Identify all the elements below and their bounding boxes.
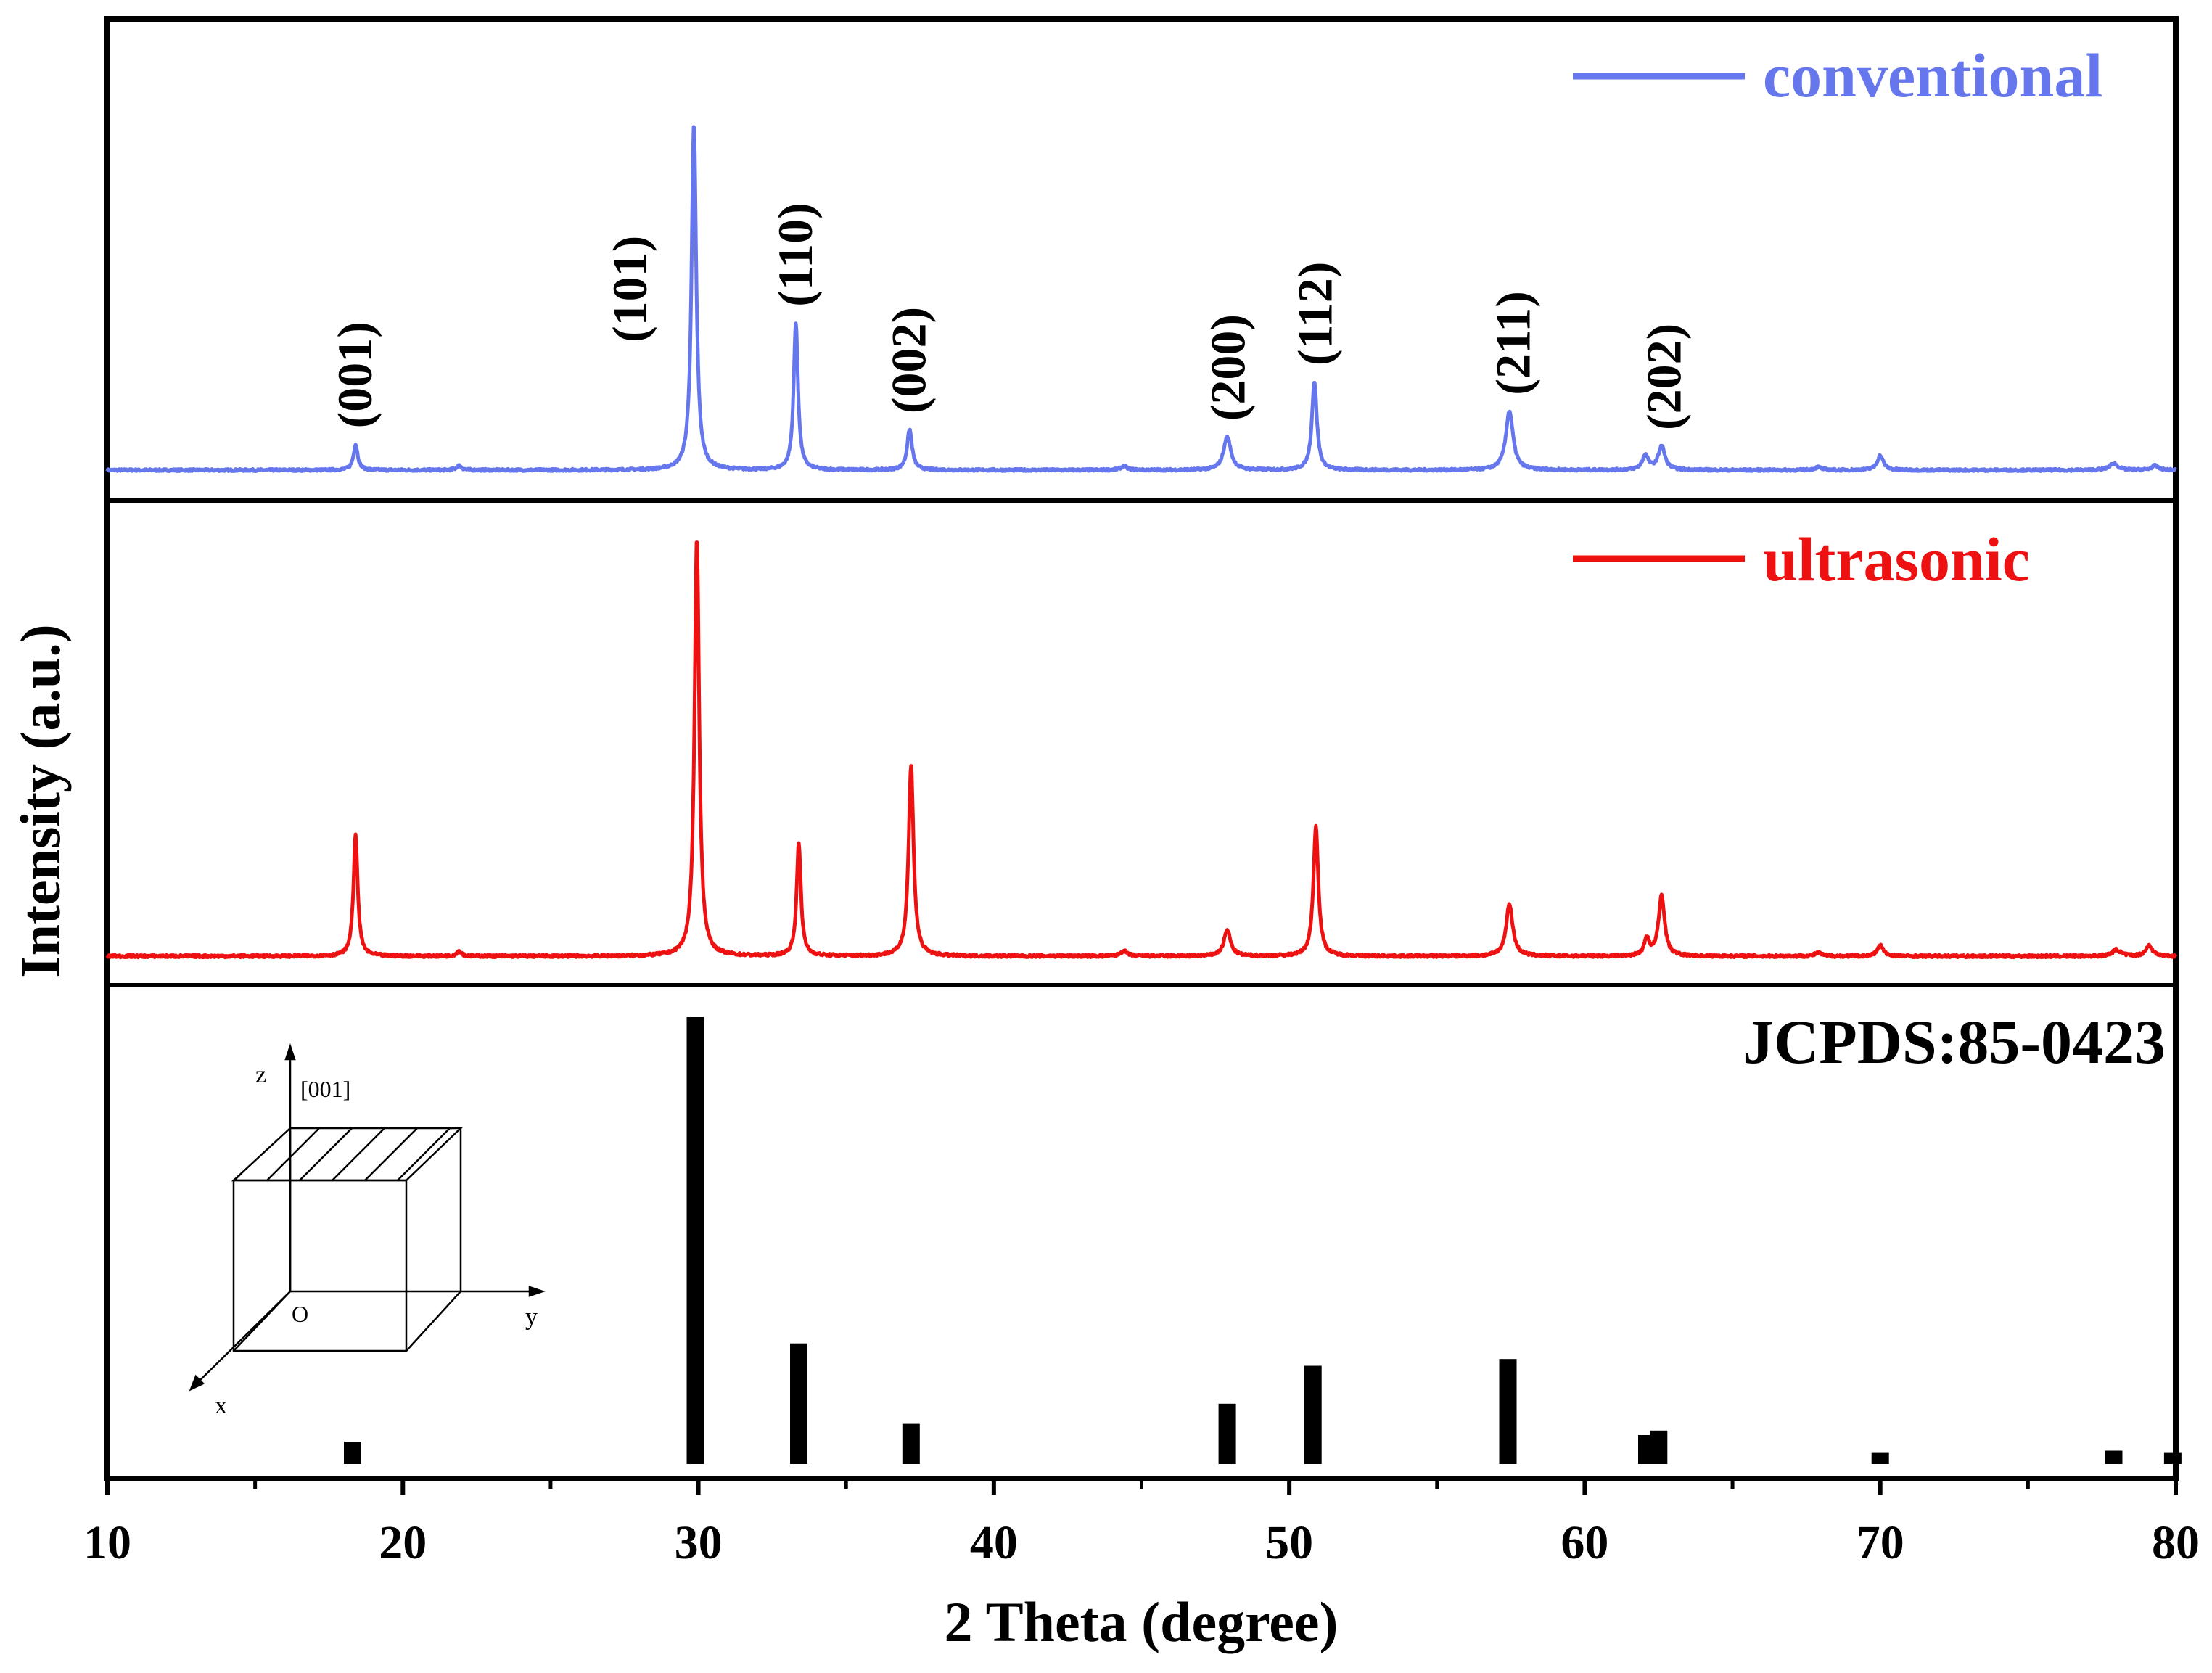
x-axis-arrow [194, 1291, 291, 1386]
reference-bar-5 [1304, 1365, 1322, 1464]
legend-label-conventional: conventional [1763, 41, 2102, 110]
peak-label-2: (110) [768, 202, 823, 307]
conventional-trace [105, 125, 2177, 473]
x-tick-label-2: 30 [675, 1516, 723, 1569]
z-arrow-head [284, 1043, 296, 1061]
peak-annotation-layer: (001) (101) (110) (002) (200) (112) (211) (202) [327, 202, 1691, 430]
peak-label-5: (112) [1288, 262, 1343, 366]
x-tick-label-4: 50 [1265, 1516, 1313, 1569]
cube-right-edges [406, 1128, 462, 1352]
reference-bar-1 [686, 1017, 704, 1464]
reference-bar-0 [344, 1442, 361, 1464]
x-tick-label-1: 20 [379, 1516, 427, 1569]
peak-label-7: (202) [1636, 324, 1691, 430]
cube-top-face [231, 1127, 464, 1182]
reference-bar-2 [790, 1343, 807, 1464]
x-tick-label-3: 40 [970, 1516, 1018, 1569]
inset-direction-label: [001] [300, 1076, 350, 1102]
reference-label: JCPDS:85-0423 [1743, 1007, 2166, 1077]
crystal-cube-inset [189, 1043, 546, 1392]
x-tick-label-7: 80 [2152, 1516, 2200, 1569]
inset-x-label: x [215, 1392, 227, 1419]
x-axis-title: 2 Theta (degree) [945, 1590, 1339, 1653]
peak-label-6: (211) [1486, 291, 1541, 395]
inset-z-label: z [255, 1061, 266, 1088]
cube-front-face [232, 1179, 408, 1352]
inset-y-label: y [525, 1304, 538, 1331]
reference-bar-9 [1871, 1452, 1889, 1464]
x-tick-label-5: 60 [1561, 1516, 1608, 1569]
peak-label-3: (002) [881, 307, 937, 414]
legend-label-ultrasonic: ultrasonic [1763, 525, 2030, 594]
inset-labels: z [001] O y x [215, 1061, 538, 1419]
reference-bar-8 [1650, 1430, 1668, 1464]
plot-frame [104, 16, 2179, 1481]
reference-bar-10 [2105, 1450, 2123, 1464]
reference-bar-layer [344, 1017, 2182, 1464]
peak-label-4: (200) [1201, 314, 1256, 421]
hatched-top-face [234, 1128, 461, 1180]
x-axis-ticks: 10 20 30 40 50 60 70 80 [83, 1479, 2200, 1569]
x-arrow-head [189, 1374, 205, 1392]
reference-bar-3 [902, 1423, 920, 1464]
reference-bar-4 [1218, 1403, 1236, 1464]
inset-origin-label: O [292, 1301, 308, 1327]
reference-bar-11 [2163, 1452, 2182, 1464]
peak-label-1: (101) [602, 236, 657, 342]
reference-bar-6 [1499, 1359, 1517, 1464]
y-axis-title: Intensity (a.u.) [9, 624, 72, 978]
peak-label-0: (001) [327, 321, 382, 428]
x-tick-label-0: 10 [83, 1516, 131, 1569]
trace-layer [105, 125, 2178, 960]
x-tick-label-6: 70 [1857, 1516, 1904, 1569]
ultrasonic-trace [105, 540, 2178, 960]
y-arrow-head [528, 1286, 546, 1297]
